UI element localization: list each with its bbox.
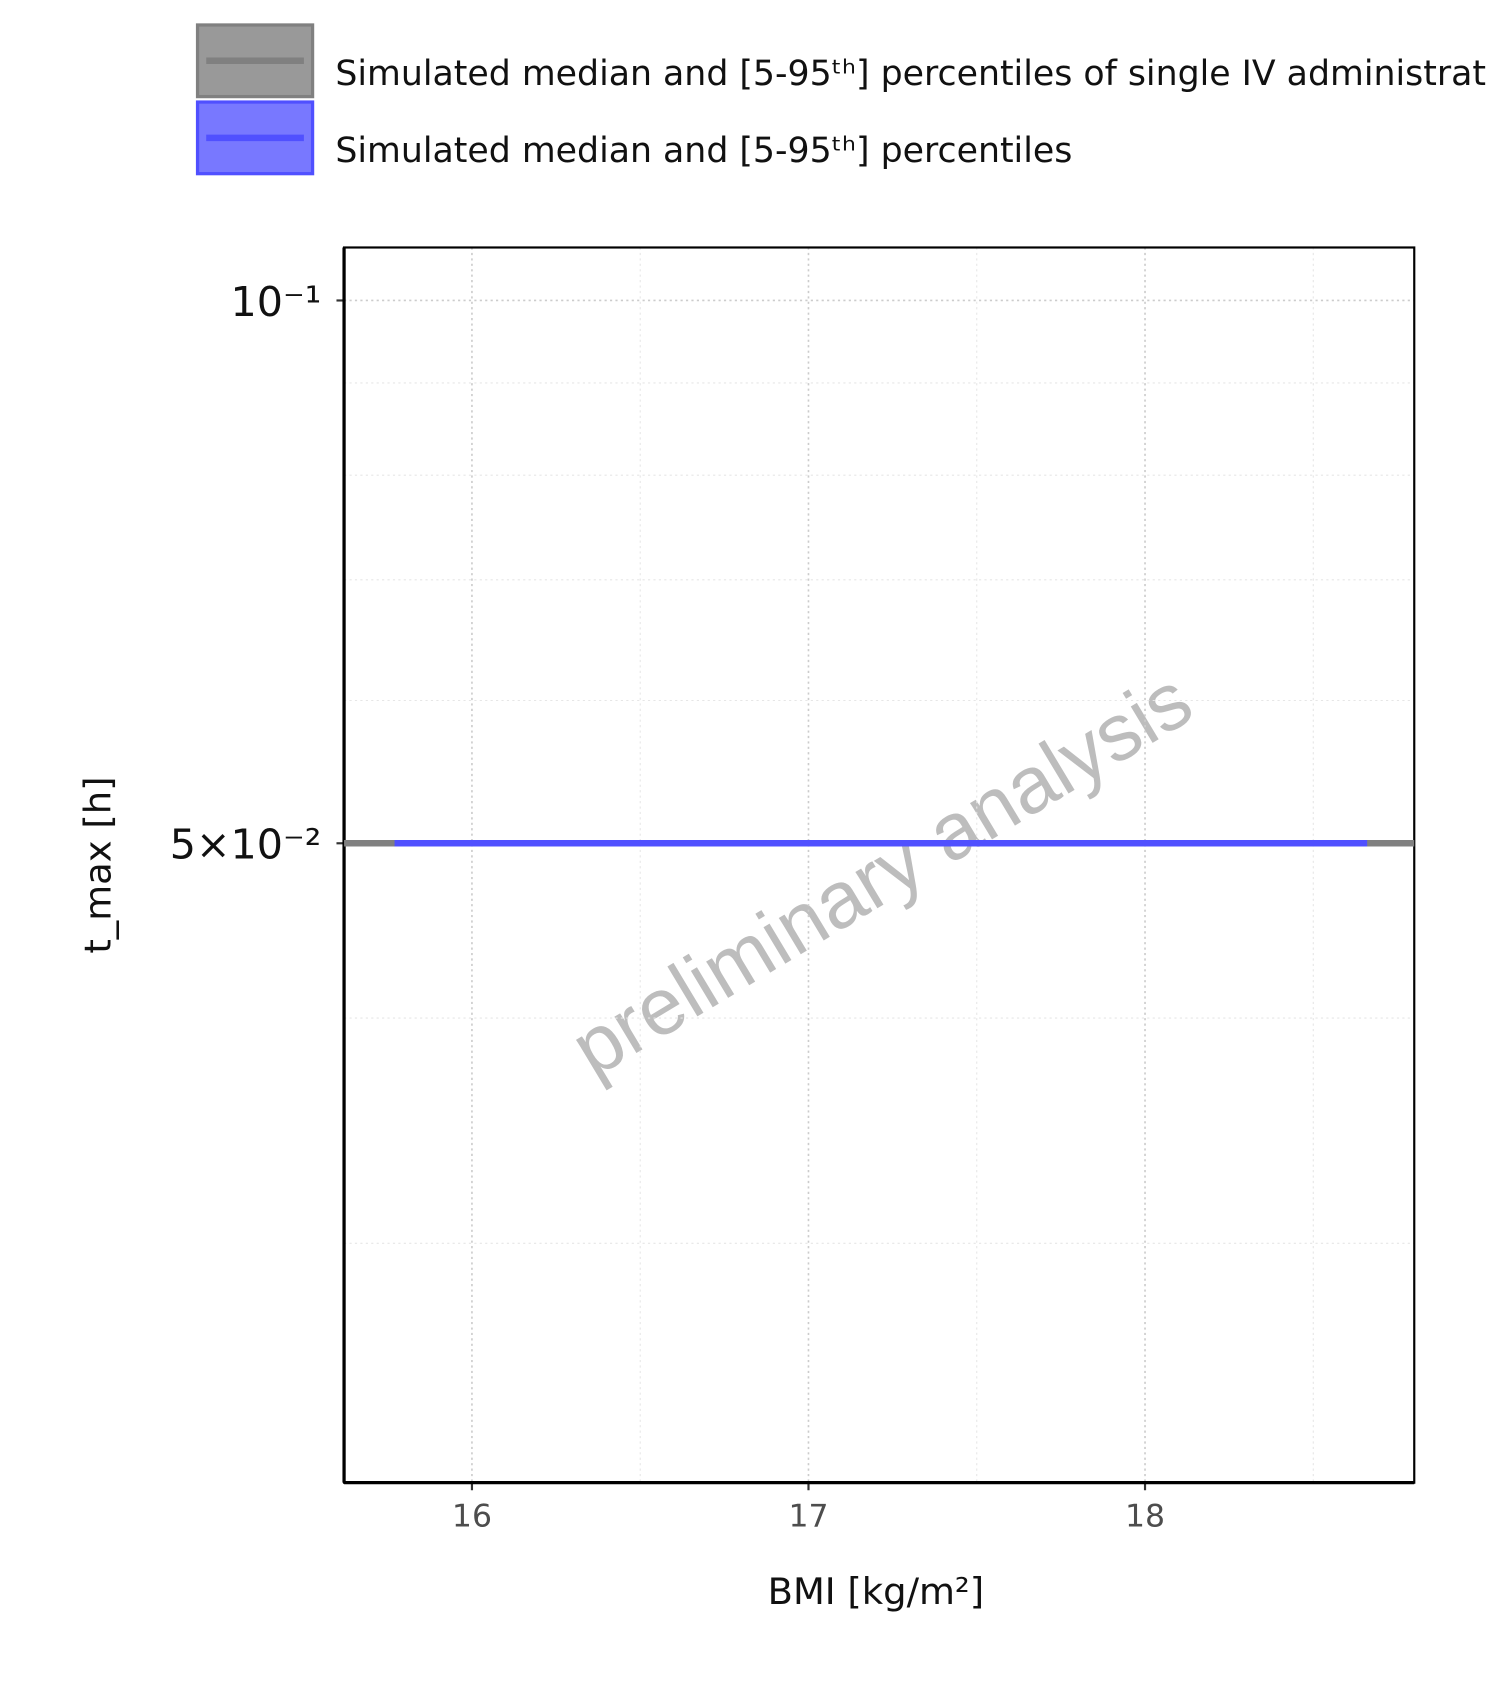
legend-label: Simulated median and [5-95ᵗʰ] percentile… — [335, 54, 1486, 94]
x-tick-label: 18 — [1125, 1498, 1165, 1534]
y-tick-label: 5×10⁻² — [170, 821, 322, 869]
watermark: preliminary analysis — [556, 654, 1207, 1094]
legend-label: Simulated median and [5-95ᵗʰ] percentile… — [335, 131, 1072, 171]
x-tick-label: 16 — [452, 1498, 492, 1534]
x-tick-label: 17 — [788, 1498, 828, 1534]
y-tick-label: 10⁻¹ — [231, 278, 322, 326]
y-axis-title: t_max [h] — [76, 776, 119, 953]
x-axis-title: BMI [kg/m²] — [768, 1570, 984, 1613]
